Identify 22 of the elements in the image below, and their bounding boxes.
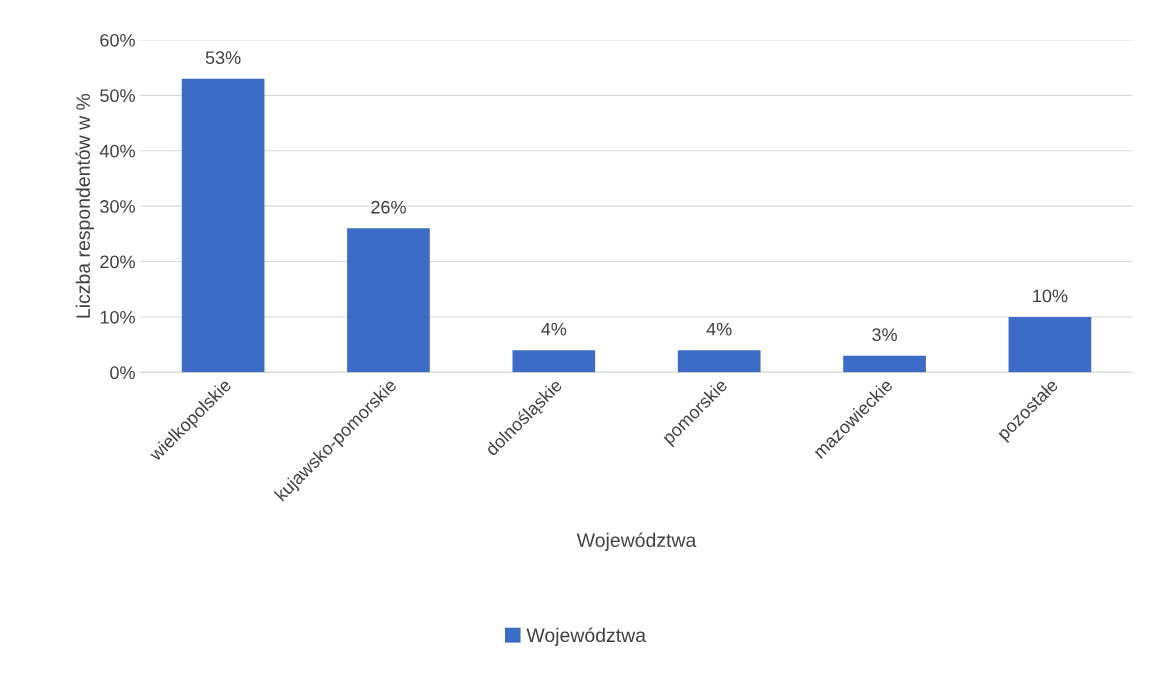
bar: [512, 350, 596, 373]
y-tick-label: 60%: [100, 33, 135, 47]
legend-label: Województwa: [526, 627, 646, 646]
y-tick-label: 30%: [100, 200, 135, 213]
bar: [1008, 316, 1092, 373]
y-tick-label: 50%: [100, 89, 135, 103]
x-axis-title: Województwa: [576, 532, 697, 551]
bar: [677, 350, 761, 373]
data-label: 3%: [872, 328, 897, 342]
data-label: 4%: [706, 322, 732, 336]
y-axis-title: Liczba respondentów w %: [75, 93, 94, 318]
data-label: 4%: [541, 322, 567, 336]
bar: [843, 355, 926, 373]
y-tick-label: 0%: [110, 366, 135, 380]
y-tick-label: 40%: [99, 144, 135, 158]
bar: [347, 228, 430, 373]
y-tick-label: 10%: [100, 310, 135, 324]
data-label: 53%: [205, 51, 241, 65]
bar: [181, 78, 265, 373]
y-tick-label: 20%: [100, 255, 135, 269]
data-label: 26%: [371, 200, 406, 214]
data-label: 10%: [1033, 289, 1068, 303]
